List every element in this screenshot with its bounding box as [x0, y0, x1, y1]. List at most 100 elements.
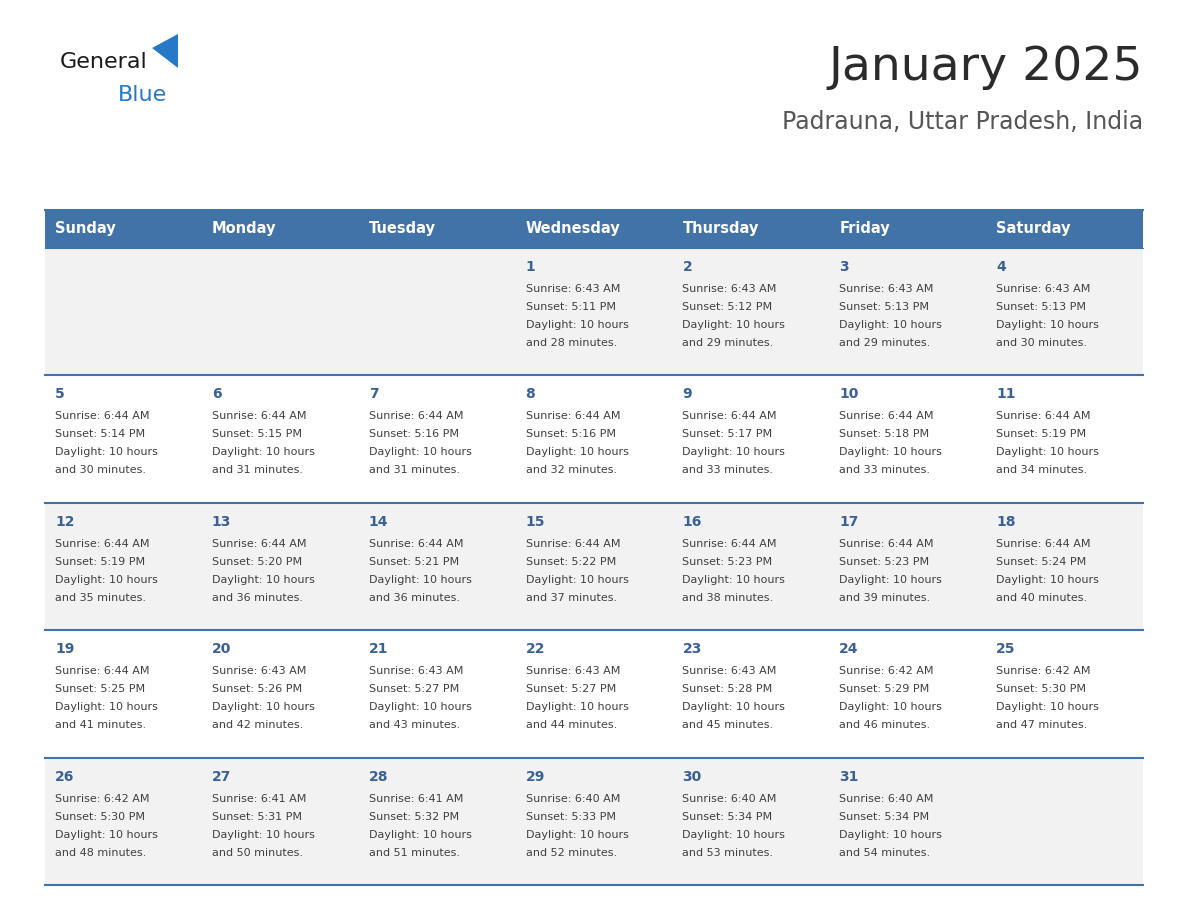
Text: 11: 11 [997, 387, 1016, 401]
Text: and 40 minutes.: and 40 minutes. [997, 593, 1087, 603]
Text: Sunset: 5:33 PM: Sunset: 5:33 PM [525, 812, 615, 822]
Text: Sunrise: 6:43 AM: Sunrise: 6:43 AM [525, 284, 620, 294]
Text: Sunset: 5:30 PM: Sunset: 5:30 PM [55, 812, 145, 822]
Text: Sunset: 5:19 PM: Sunset: 5:19 PM [997, 430, 1086, 440]
Text: 18: 18 [997, 515, 1016, 529]
Text: Sunrise: 6:42 AM: Sunrise: 6:42 AM [839, 666, 934, 677]
Text: and 54 minutes.: and 54 minutes. [839, 847, 930, 857]
Text: Monday: Monday [211, 221, 277, 237]
Text: Saturday: Saturday [997, 221, 1070, 237]
Text: Daylight: 10 hours: Daylight: 10 hours [682, 320, 785, 330]
Text: and 29 minutes.: and 29 minutes. [682, 338, 773, 348]
Text: 20: 20 [211, 643, 232, 656]
Text: Sunrise: 6:44 AM: Sunrise: 6:44 AM [55, 666, 150, 677]
Text: and 51 minutes.: and 51 minutes. [368, 847, 460, 857]
Text: Daylight: 10 hours: Daylight: 10 hours [525, 830, 628, 840]
Text: Daylight: 10 hours: Daylight: 10 hours [839, 702, 942, 712]
Text: 30: 30 [682, 769, 702, 784]
Text: 19: 19 [55, 643, 75, 656]
Text: and 39 minutes.: and 39 minutes. [839, 593, 930, 603]
Text: Sunrise: 6:40 AM: Sunrise: 6:40 AM [682, 793, 777, 803]
Text: Sunset: 5:29 PM: Sunset: 5:29 PM [839, 684, 929, 694]
Text: Sunrise: 6:42 AM: Sunrise: 6:42 AM [997, 666, 1091, 677]
Text: Sunset: 5:30 PM: Sunset: 5:30 PM [997, 684, 1086, 694]
Text: General: General [61, 52, 147, 72]
Text: and 42 minutes.: and 42 minutes. [211, 721, 303, 730]
Text: Daylight: 10 hours: Daylight: 10 hours [682, 575, 785, 585]
Text: Sunset: 5:11 PM: Sunset: 5:11 PM [525, 302, 615, 312]
Text: Sunset: 5:17 PM: Sunset: 5:17 PM [682, 430, 772, 440]
Text: Daylight: 10 hours: Daylight: 10 hours [55, 447, 158, 457]
Text: 26: 26 [55, 769, 75, 784]
Text: Sunset: 5:26 PM: Sunset: 5:26 PM [211, 684, 302, 694]
Text: Wednesday: Wednesday [525, 221, 620, 237]
Text: and 31 minutes.: and 31 minutes. [211, 465, 303, 476]
Text: 6: 6 [211, 387, 221, 401]
Text: Sunset: 5:13 PM: Sunset: 5:13 PM [997, 302, 1086, 312]
Text: and 32 minutes.: and 32 minutes. [525, 465, 617, 476]
Text: Sunrise: 6:43 AM: Sunrise: 6:43 AM [997, 284, 1091, 294]
Text: and 48 minutes.: and 48 minutes. [55, 847, 146, 857]
Text: Sunrise: 6:43 AM: Sunrise: 6:43 AM [682, 284, 777, 294]
Text: Daylight: 10 hours: Daylight: 10 hours [211, 830, 315, 840]
Text: Sunrise: 6:44 AM: Sunrise: 6:44 AM [525, 411, 620, 421]
Text: Sunrise: 6:44 AM: Sunrise: 6:44 AM [368, 411, 463, 421]
Bar [45, 630, 1143, 757]
Text: Sunset: 5:21 PM: Sunset: 5:21 PM [368, 557, 459, 566]
Text: Sunrise: 6:44 AM: Sunrise: 6:44 AM [682, 411, 777, 421]
Text: Sunrise: 6:43 AM: Sunrise: 6:43 AM [682, 666, 777, 677]
Text: Daylight: 10 hours: Daylight: 10 hours [839, 830, 942, 840]
Text: and 46 minutes.: and 46 minutes. [839, 721, 930, 730]
Text: and 36 minutes.: and 36 minutes. [368, 593, 460, 603]
Text: Daylight: 10 hours: Daylight: 10 hours [525, 702, 628, 712]
Text: 10: 10 [839, 387, 859, 401]
Text: Daylight: 10 hours: Daylight: 10 hours [839, 320, 942, 330]
Text: Friday: Friday [839, 221, 890, 237]
Text: Sunrise: 6:44 AM: Sunrise: 6:44 AM [997, 539, 1091, 549]
Text: and 31 minutes.: and 31 minutes. [368, 465, 460, 476]
Text: and 34 minutes.: and 34 minutes. [997, 465, 1087, 476]
Text: Sunrise: 6:44 AM: Sunrise: 6:44 AM [368, 539, 463, 549]
Text: Sunset: 5:34 PM: Sunset: 5:34 PM [839, 812, 929, 822]
Text: Blue: Blue [118, 85, 168, 105]
Text: 24: 24 [839, 643, 859, 656]
Text: Daylight: 10 hours: Daylight: 10 hours [525, 447, 628, 457]
Text: Sunset: 5:13 PM: Sunset: 5:13 PM [839, 302, 929, 312]
Text: and 30 minutes.: and 30 minutes. [55, 465, 146, 476]
Text: 8: 8 [525, 387, 536, 401]
Text: Daylight: 10 hours: Daylight: 10 hours [211, 702, 315, 712]
Bar [45, 375, 1143, 503]
Text: Sunrise: 6:44 AM: Sunrise: 6:44 AM [211, 411, 307, 421]
Text: Sunrise: 6:44 AM: Sunrise: 6:44 AM [997, 411, 1091, 421]
Text: 14: 14 [368, 515, 388, 529]
Text: Sunset: 5:25 PM: Sunset: 5:25 PM [55, 684, 145, 694]
Text: Daylight: 10 hours: Daylight: 10 hours [525, 575, 628, 585]
Text: Sunset: 5:28 PM: Sunset: 5:28 PM [682, 684, 772, 694]
Text: and 45 minutes.: and 45 minutes. [682, 721, 773, 730]
Text: and 33 minutes.: and 33 minutes. [839, 465, 930, 476]
Text: Sunrise: 6:43 AM: Sunrise: 6:43 AM [839, 284, 934, 294]
Text: Daylight: 10 hours: Daylight: 10 hours [682, 702, 785, 712]
Text: Daylight: 10 hours: Daylight: 10 hours [211, 447, 315, 457]
Text: Sunset: 5:22 PM: Sunset: 5:22 PM [525, 557, 615, 566]
Text: Sunrise: 6:44 AM: Sunrise: 6:44 AM [211, 539, 307, 549]
Text: and 37 minutes.: and 37 minutes. [525, 593, 617, 603]
Text: Daylight: 10 hours: Daylight: 10 hours [997, 575, 1099, 585]
Text: 5: 5 [55, 387, 65, 401]
Text: and 35 minutes.: and 35 minutes. [55, 593, 146, 603]
Text: Sunrise: 6:44 AM: Sunrise: 6:44 AM [839, 539, 934, 549]
Text: Sunset: 5:20 PM: Sunset: 5:20 PM [211, 557, 302, 566]
Text: January 2025: January 2025 [828, 45, 1143, 90]
Text: Sunset: 5:27 PM: Sunset: 5:27 PM [525, 684, 615, 694]
Text: Sunset: 5:16 PM: Sunset: 5:16 PM [368, 430, 459, 440]
Text: Sunset: 5:19 PM: Sunset: 5:19 PM [55, 557, 145, 566]
Text: 29: 29 [525, 769, 545, 784]
Text: Sunrise: 6:44 AM: Sunrise: 6:44 AM [682, 539, 777, 549]
Text: and 50 minutes.: and 50 minutes. [211, 847, 303, 857]
Text: Sunset: 5:27 PM: Sunset: 5:27 PM [368, 684, 459, 694]
Text: Daylight: 10 hours: Daylight: 10 hours [997, 702, 1099, 712]
Text: Daylight: 10 hours: Daylight: 10 hours [997, 447, 1099, 457]
Text: Daylight: 10 hours: Daylight: 10 hours [55, 575, 158, 585]
Bar [45, 503, 1143, 630]
Text: 27: 27 [211, 769, 232, 784]
